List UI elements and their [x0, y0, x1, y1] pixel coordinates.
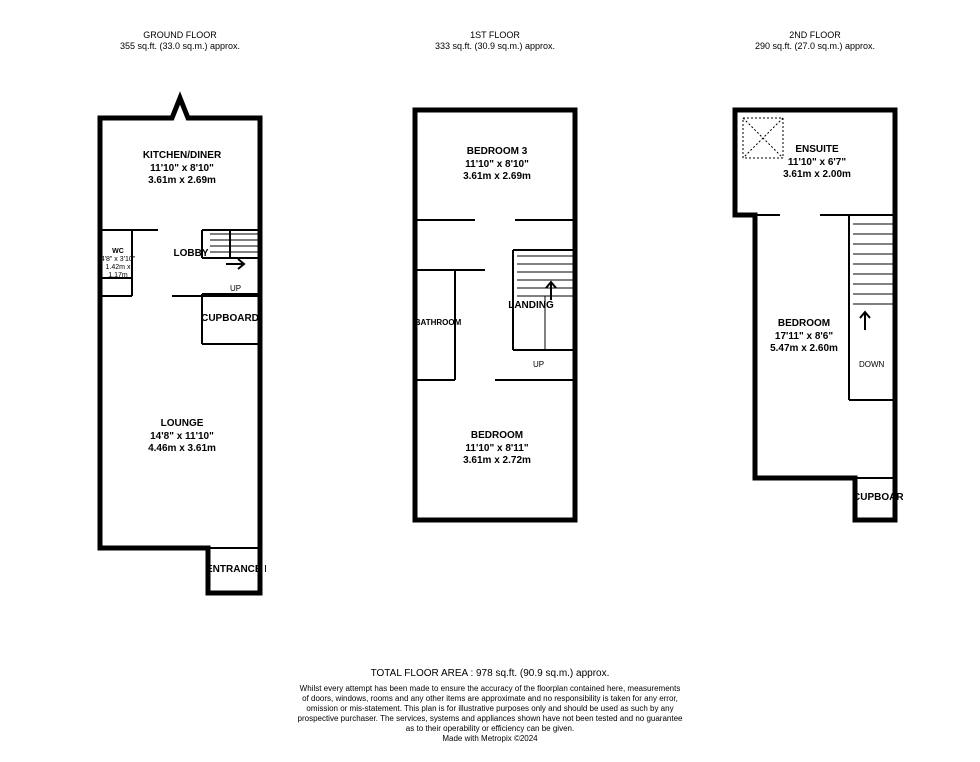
footer-disclaimer4: prospective purchaser. The services, sys… [0, 714, 980, 724]
footer-disclaimer2: of doors, windows, rooms and any other i… [0, 694, 980, 704]
room-dims-imperial: 11'10" x 6'7" [767, 157, 867, 170]
room-name: BEDROOM [759, 318, 849, 331]
room-dims-metric: 4.46m x 3.61m [132, 443, 232, 456]
room-name: BATHROOM [413, 318, 463, 328]
footer: TOTAL FLOOR AREA : 978 sq.ft. (90.9 sq.m… [0, 668, 980, 745]
room-dims-metric: 1.42m x 1.17m [98, 264, 138, 280]
footer-made: Made with Metropix ©2024 [0, 734, 980, 744]
room-dims-metric: 3.61m x 2.00m [767, 169, 867, 182]
room-name: BEDROOM 3 [447, 146, 547, 159]
room-label: LOBBY [166, 248, 216, 261]
room-name: ENSUITE [767, 144, 867, 157]
floor-header-first: 1ST FLOOR333 sq.ft. (30.9 sq.m.) approx. [405, 30, 585, 53]
footer-disclaimer1: Whilst every attempt has been made to en… [0, 684, 980, 694]
room-name: ENTRANCE HALL [206, 564, 266, 577]
room-name: CUPBOARD [853, 492, 903, 505]
room-label: BATHROOM [413, 318, 463, 328]
floor-area: 355 sq.ft. (33.0 sq.m.) approx. [90, 41, 270, 52]
room-dims-imperial: 11'10" x 8'11" [447, 443, 547, 456]
room-dims-imperial: 11'10" x 8'10" [447, 159, 547, 172]
floor-header-ground: GROUND FLOOR355 sq.ft. (33.0 sq.m.) appr… [90, 30, 270, 53]
room-label: BEDROOM 311'10" x 8'10"3.61m x 2.69m [447, 146, 547, 184]
room-dims-imperial: 14'8" x 11'10" [132, 431, 232, 444]
floor-title: 1ST FLOOR [405, 30, 585, 41]
footer-total: TOTAL FLOOR AREA : 978 sq.ft. (90.9 sq.m… [0, 668, 980, 681]
floor-plan-first: BEDROOM 311'10" x 8'10"3.61m x 2.69m BATH… [405, 100, 585, 540]
room-name: LANDING [501, 300, 561, 313]
room-label: CUPBOARD [853, 492, 903, 505]
floor-title: 2ND FLOOR [725, 30, 905, 41]
room-dims-metric: 5.47m x 2.60m [759, 343, 849, 356]
room-label: ENTRANCE HALL [206, 564, 266, 577]
room-dims-imperial: 11'10" x 8'10" [132, 163, 232, 176]
room-dims-metric: 3.61m x 2.69m [447, 171, 547, 184]
room-label: BEDROOM11'10" x 8'11"3.61m x 2.72m [447, 430, 547, 468]
room-label: LOUNGE14'8" x 11'10"4.46m x 3.61m [132, 418, 232, 456]
room-dims-metric: 3.61m x 2.72m [447, 455, 547, 468]
footer-disclaimer5: as to their operability or efficiency ca… [0, 724, 980, 734]
floor-header-second: 2ND FLOOR290 sq.ft. (27.0 sq.m.) approx. [725, 30, 905, 53]
room-dims-imperial: 4'8" x 3'10" [98, 256, 138, 264]
room-name: WC [98, 248, 138, 256]
room-name: BEDROOM [447, 430, 547, 443]
room-label: CUPBOARD [200, 313, 260, 326]
footer-disclaimer3: omission or mis-statement. This plan is … [0, 704, 980, 714]
floor-area: 333 sq.ft. (30.9 sq.m.) approx. [405, 41, 585, 52]
stair-direction: UP [533, 360, 544, 369]
room-name: LOBBY [166, 248, 216, 261]
room-dims-imperial: 17'11" x 8'6" [759, 331, 849, 344]
room-name: KITCHEN/DINER [132, 150, 232, 163]
floor-area: 290 sq.ft. (27.0 sq.m.) approx. [725, 41, 905, 52]
stair-direction: DOWN [859, 360, 884, 369]
room-name: LOUNGE [132, 418, 232, 431]
room-label: LANDING [501, 300, 561, 313]
room-label-wc: WC4'8" x 3'10"1.42m x 1.17m [98, 248, 138, 280]
room-label: BEDROOM17'11" x 8'6"5.47m x 2.60m [759, 318, 849, 356]
room-dims-metric: 3.61m x 2.69m [132, 175, 232, 188]
floor-plan-second: ENSUITE11'10" x 6'7"3.61m x 2.00m BEDROOM… [725, 100, 905, 540]
stair-direction: UP [230, 284, 241, 293]
room-label: ENSUITE11'10" x 6'7"3.61m x 2.00m [767, 144, 867, 182]
room-name: CUPBOARD [200, 313, 260, 326]
room-label: KITCHEN/DINER11'10" x 8'10"3.61m x 2.69m [132, 150, 232, 188]
floor-title: GROUND FLOOR [90, 30, 270, 41]
floor-plan-ground: KITCHEN/DINER11'10" x 8'10"3.61m x 2.69m… [90, 88, 270, 598]
